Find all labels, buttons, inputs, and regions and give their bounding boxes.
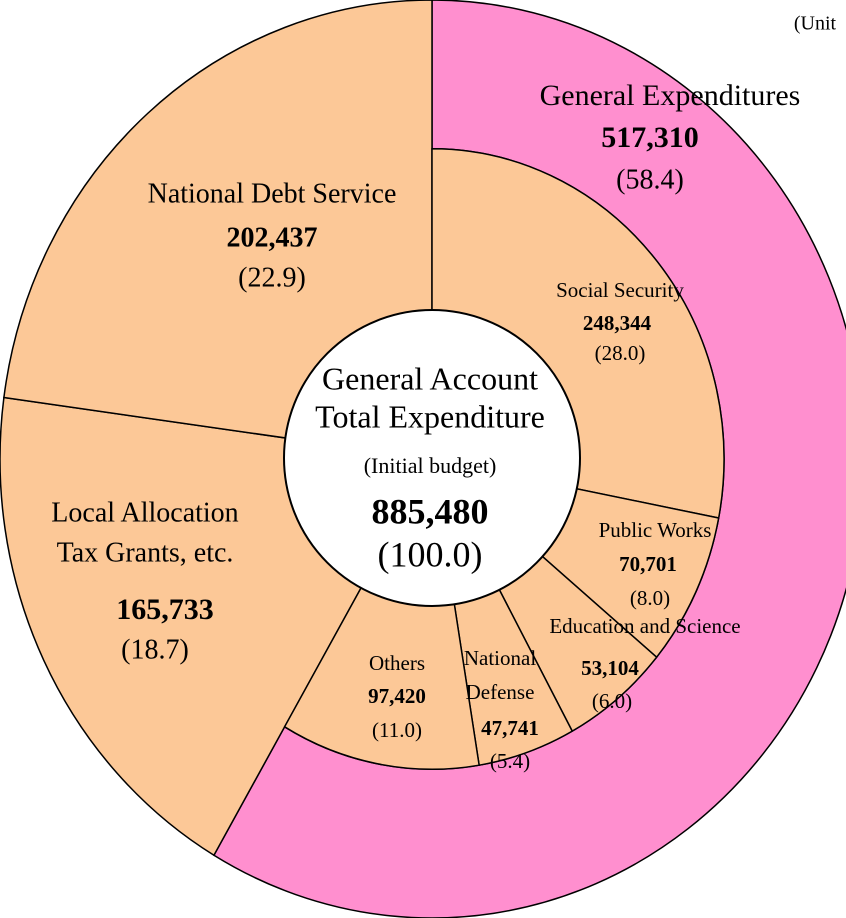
segment-name: Education and Science xyxy=(549,614,740,638)
share-label: (11.0) xyxy=(372,718,422,742)
share-label: (18.7) xyxy=(121,634,189,665)
center-title: Total Expenditure xyxy=(315,398,545,434)
share-label: (8.0) xyxy=(630,586,670,610)
share-label: (28.0) xyxy=(595,341,646,365)
value-label: 47,741 xyxy=(481,716,539,740)
segment-name: Others xyxy=(369,651,425,675)
value-label: 165,733 xyxy=(116,593,214,626)
value-label: 517,310 xyxy=(601,121,699,154)
share-label: (22.9) xyxy=(238,262,306,293)
share-label: (58.4) xyxy=(616,164,684,195)
center-title: General Account xyxy=(322,360,538,396)
share-label: (5.4) xyxy=(490,749,530,773)
segment-name: General Expenditures xyxy=(540,79,801,112)
center-subtitle: (Initial budget) xyxy=(364,453,497,478)
value-label: 97,420 xyxy=(368,684,426,708)
segment-name: Public Works xyxy=(599,518,712,542)
center-circle xyxy=(283,309,581,607)
segment-name: Local Allocation xyxy=(51,497,238,528)
segment-name: National xyxy=(464,646,536,670)
segment-name: Tax Grants, etc. xyxy=(57,537,234,568)
share-label: (6.0) xyxy=(592,689,632,713)
segment-name: National Debt Service xyxy=(148,178,397,209)
segment-name: Social Security xyxy=(556,278,684,302)
value-label: 70,701 xyxy=(619,552,677,576)
segment-name: Defense xyxy=(466,680,535,704)
unit-note: (Unit xyxy=(794,13,837,35)
outer-segment xyxy=(3,0,433,460)
value-label: 202,437 xyxy=(227,222,318,253)
value-label: 53,104 xyxy=(581,656,639,680)
center-share: (100.0) xyxy=(378,534,483,574)
value-label: 248,344 xyxy=(583,311,652,335)
center-value: 885,480 xyxy=(372,491,489,531)
